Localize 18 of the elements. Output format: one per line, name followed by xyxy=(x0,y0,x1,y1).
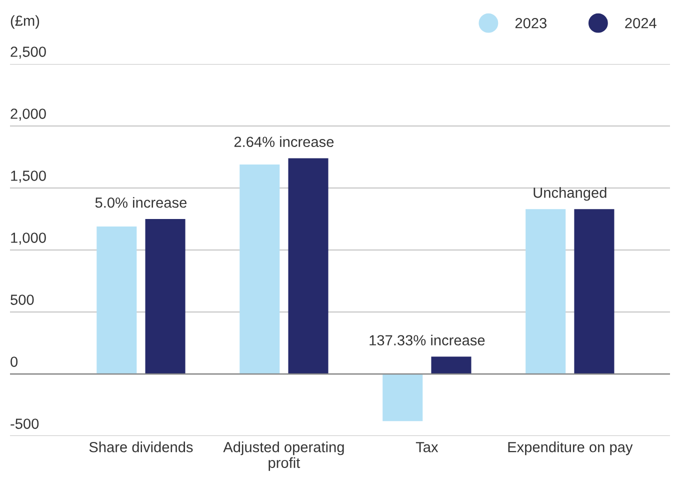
annotation: 2.64% increase xyxy=(234,136,334,148)
annotation: 5.0% increase xyxy=(95,197,187,208)
annotation: Unchanged xyxy=(534,187,606,201)
y-tick-label: 2,000 xyxy=(10,108,46,121)
x-tick-label: Expenditure on pay xyxy=(508,442,633,456)
x-tick-label: Tax xyxy=(416,442,438,452)
y-tick-label: 500 xyxy=(10,294,34,305)
y-tick-label: 1,000 xyxy=(11,232,46,245)
x-tick-label: Share dividends xyxy=(89,442,193,452)
y-tick-label: 2,500 xyxy=(10,46,46,59)
legend-label: 2024 xyxy=(625,18,656,28)
annotation: 137.33% increase xyxy=(370,334,485,346)
y-tick-label: 0 xyxy=(10,356,18,367)
y-axis-title: (£m) xyxy=(10,15,40,29)
legend-label: 2023 xyxy=(515,18,547,28)
x-tick-label: Adjusted operating profit xyxy=(223,442,344,471)
y-tick-label: 1,500 xyxy=(11,170,46,183)
y-tick-label: -500 xyxy=(10,418,39,429)
